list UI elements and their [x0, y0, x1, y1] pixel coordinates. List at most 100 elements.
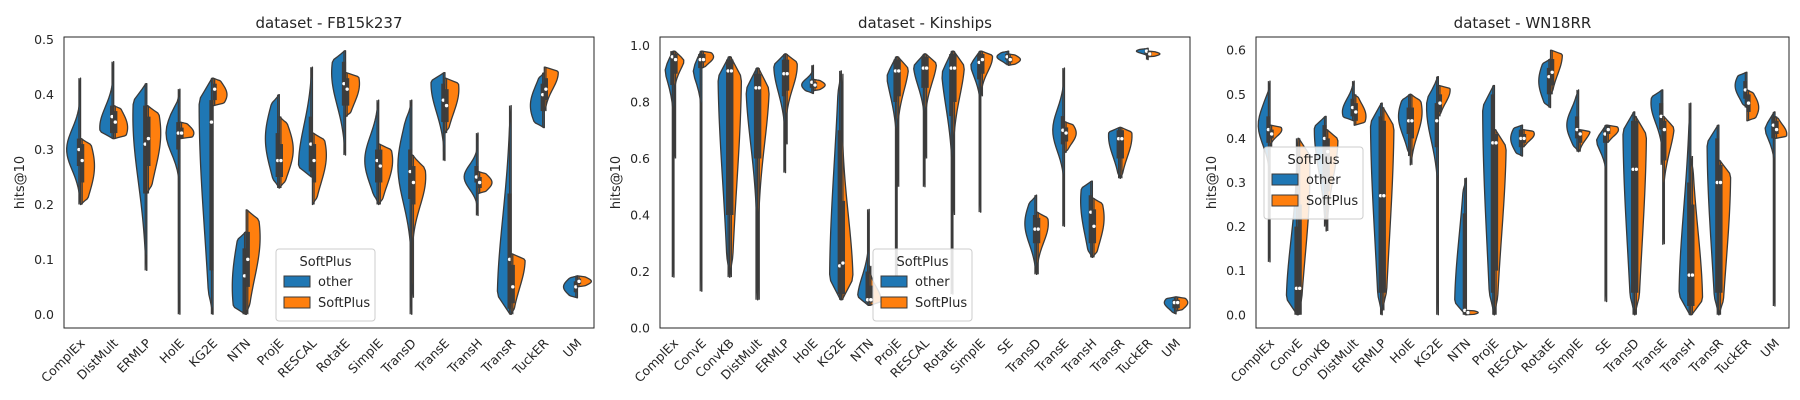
legend: SoftPlus other SoftPlus	[275, 248, 376, 322]
violin-group-simple	[364, 99, 394, 206]
median-dot-tucker-softplus	[544, 87, 548, 91]
median-dot-transr-softplus	[1120, 137, 1124, 141]
violin-group-transd	[397, 99, 427, 315]
plot-area-frame	[659, 36, 1191, 329]
median-dot-transe-other	[1061, 128, 1065, 132]
median-dot-se-softplus	[1008, 57, 1012, 62]
median-dot-rotate-softplus	[1550, 70, 1554, 74]
median-dot-hole-softplus	[179, 131, 184, 135]
median-dot-simple-other	[977, 60, 981, 65]
y-axis-label: hits@10	[609, 156, 624, 209]
violin-group-transe	[1650, 89, 1675, 245]
median-dot-transd-other	[408, 169, 412, 174]
y-tick-label: 0.2	[34, 197, 54, 212]
x-tick-label-transd: TransD	[377, 336, 418, 377]
median-dot-rescal-softplus	[312, 158, 316, 163]
y-tick-label: 1.0	[630, 38, 650, 53]
chart-panel-dataset-wn18rr: dataset - WN18RR hits@10 0.0 0.1 0.2 0.3 0.4 0.…	[1205, 14, 1790, 385]
violin-group-ntn	[231, 209, 261, 315]
median-dot-um-softplus	[577, 279, 581, 284]
x-tick-label-kg2e: KG2E	[186, 335, 221, 370]
median-dot-transe-softplus	[1064, 131, 1068, 135]
x-tick-label-ntn: NTN	[1444, 336, 1473, 365]
median-dot-rotate-other	[949, 66, 953, 70]
violin-transd-other	[1024, 194, 1038, 275]
violin-group-se	[996, 50, 1022, 66]
median-dot-distmult-other	[110, 114, 114, 119]
median-dot-rescal-other	[921, 66, 926, 70]
median-dot-tucker-softplus	[1148, 52, 1152, 56]
chart-panel-dataset-kinships: dataset - Kinships hits@10 0.0 0.2 0.4 0.6 0.8…	[609, 14, 1191, 385]
median-dot-ermlp-other	[1378, 194, 1383, 198]
legend-title: SoftPlus	[1287, 153, 1339, 168]
median-dot-conve-softplus	[1297, 286, 1302, 291]
y-tick-label: 0.8	[630, 94, 650, 109]
median-dot-proje-other	[276, 158, 280, 163]
median-dot-ermlp-softplus	[146, 136, 151, 141]
median-dot-rescal-softplus	[924, 66, 929, 70]
median-dot-kg2e-softplus	[1438, 101, 1442, 105]
median-dot-complex-softplus	[80, 158, 84, 163]
median-dot-transr-softplus	[511, 285, 515, 289]
median-dot-distmult-softplus	[113, 120, 117, 124]
violin-group-simple	[1566, 89, 1591, 153]
median-dot-ntn-softplus	[869, 298, 873, 302]
median-dot-rescal-other	[1519, 136, 1523, 141]
legend-title: SoftPlus	[896, 255, 948, 270]
y-tick-label: 0.3	[1226, 175, 1246, 190]
median-dot-simple-softplus	[378, 164, 382, 168]
violin-group-rotate	[1538, 49, 1563, 109]
median-dot-simple-other	[375, 158, 379, 163]
median-dot-distmult-softplus	[757, 86, 761, 90]
violin-group-rotate	[331, 50, 361, 156]
x-tick-label-ermlp: ERMLP	[114, 335, 155, 376]
violin-group-um	[1764, 111, 1788, 307]
median-dot-rotate-softplus	[952, 66, 957, 70]
median-dot-kg2e-other	[209, 120, 214, 124]
violin-group-ermlp	[1369, 102, 1395, 316]
median-dot-proje-other	[1491, 141, 1495, 145]
median-dot-complex-other	[670, 55, 675, 59]
median-dot-hole-softplus	[813, 83, 817, 87]
median-dot-complex-other	[77, 147, 81, 152]
y-axis-label: hits@10	[13, 156, 28, 209]
plot-area-frame	[1255, 36, 1790, 329]
violin-group-hole	[801, 64, 826, 95]
x-tick-label-ntn: NTN	[847, 336, 876, 365]
median-dot-transr-softplus	[1718, 180, 1723, 185]
median-dot-kg2e-other	[838, 264, 842, 268]
y-tick-label: 0.4	[34, 87, 54, 102]
legend-label-softplus: SoftPlus	[915, 296, 967, 311]
median-dot-conve-other	[1294, 286, 1299, 291]
y-tick-label: 0.3	[34, 142, 54, 157]
y-tick-label: 0.1	[34, 252, 54, 267]
x-tick-label-se: SE	[1592, 335, 1614, 357]
legend-label-other: other	[1306, 173, 1341, 188]
legend-label-other: other	[318, 275, 353, 290]
median-dot-proje-softplus	[279, 158, 283, 163]
violin-group-ermlp	[773, 53, 798, 174]
median-dot-ntn-softplus	[1466, 310, 1470, 315]
violin-group-transd	[1622, 111, 1648, 316]
legend: SoftPlus other SoftPlus	[1263, 146, 1364, 220]
violin-group-complex	[664, 50, 685, 278]
median-dot-rotate-softplus	[345, 87, 349, 91]
median-dot-tucker-other	[541, 92, 545, 97]
median-dot-um-other	[1771, 123, 1776, 127]
median-dot-tucker-softplus	[1746, 101, 1751, 105]
median-dot-transd-other	[1631, 167, 1635, 171]
y-tick-label: 0.1	[1226, 263, 1246, 278]
median-dot-kg2e-softplus	[841, 261, 845, 265]
x-tick-label-hole: HolE	[156, 335, 187, 366]
median-dot-complex-other	[1266, 127, 1271, 132]
legend-swatch-softplus	[1271, 194, 1299, 207]
median-dot-se-other	[1603, 132, 1607, 136]
x-tick-label-transh: TransH	[444, 336, 485, 377]
violin-group-transh	[1678, 102, 1704, 316]
y-tick-label: 0.6	[630, 151, 650, 166]
y-tick-label: 0.6	[1226, 43, 1246, 58]
chart-title: dataset - FB15k237	[256, 14, 403, 32]
median-dot-distmult-other	[754, 86, 758, 90]
y-tick-label: 0.2	[1226, 219, 1246, 234]
